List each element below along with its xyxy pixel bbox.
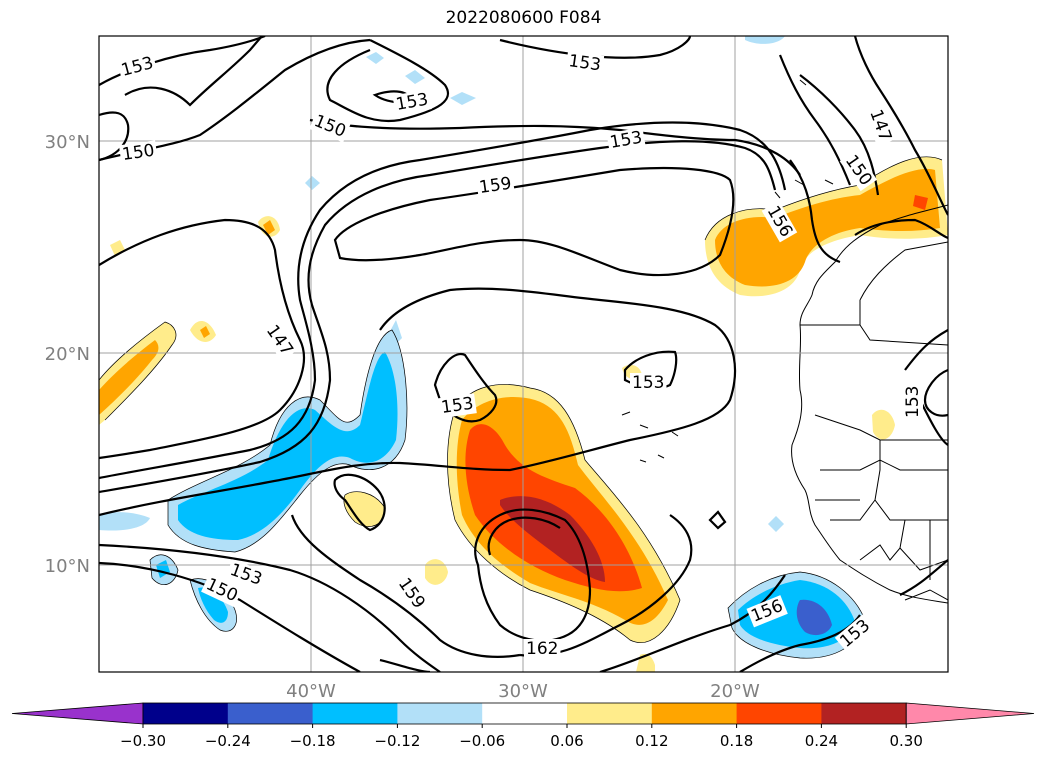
colorbar-tick-label: −0.30 [120, 732, 166, 750]
fill-se-royal [796, 599, 832, 636]
lon-label-20w: 20°W [710, 681, 760, 702]
svg-text:153: 153 [440, 394, 475, 418]
fill-negative-sky [178, 352, 398, 540]
colorbar-tick-label: 0.24 [805, 732, 838, 750]
colorbar-tick-label: −0.12 [374, 732, 420, 750]
svg-text:162: 162 [526, 639, 558, 659]
contour-label-14: 162 [524, 639, 561, 659]
gridlines [99, 36, 948, 672]
colorbar-left-extend [11, 702, 144, 725]
coastlines [621, 79, 948, 604]
colorbar-tick-label: −0.18 [290, 732, 336, 750]
map-title: 2022080600 F084 [445, 8, 602, 28]
contour-label-7: 159 [475, 173, 515, 199]
colorbar-tick-label: 0.18 [720, 732, 753, 750]
svg-text:153: 153 [632, 373, 664, 393]
lat-label-30n: 30°N [45, 132, 90, 153]
colorbar-right-extend [905, 702, 1035, 725]
contour-label-12: 153 [630, 373, 667, 393]
colorbar: −0.30 −0.24 −0.18 −0.12 −0.06 0.06 0.12 0.18 0.2… [11, 702, 1035, 750]
svg-text:153: 153 [903, 386, 923, 418]
colorbar-segment [821, 703, 907, 724]
colorbar-segment [397, 703, 483, 724]
colorbar-tick-label: 0.06 [550, 732, 583, 750]
lon-label-30w: 30°W [498, 681, 548, 702]
colorbar-tick-label: 0.30 [889, 732, 922, 750]
contour-label-13: 153 [437, 393, 477, 419]
colorbar-segment [482, 703, 568, 724]
contour-label-11: 147 [864, 104, 896, 147]
lat-label-10n: 10°N [45, 556, 90, 577]
contour-label-4: 153 [565, 50, 605, 76]
svg-text:150: 150 [121, 141, 156, 165]
colorbar-segment [651, 703, 738, 724]
contour-label-3: 153 [392, 89, 432, 116]
colorbar-segment [312, 703, 398, 724]
colorbar-tick-label: 0.12 [635, 732, 668, 750]
map-frame [98, 35, 949, 673]
fill-ne-orange [715, 168, 940, 287]
colorbar-segment [143, 703, 229, 724]
contour-label-2: 150 [118, 140, 158, 166]
colorbar-segment [736, 703, 822, 724]
fill-ne-red [913, 195, 928, 210]
colorbar-segment [227, 703, 314, 724]
fill-west-orange [99, 340, 159, 415]
colorbar-tick-label: −0.24 [205, 732, 251, 750]
lat-label-20n: 20°N [45, 344, 90, 365]
colorbar-segment [567, 703, 653, 724]
lon-label-40w: 40°W [286, 681, 336, 702]
colorbar-tick-label: −0.06 [459, 732, 505, 750]
contour-label-20: 153 [903, 383, 923, 420]
height-contours [99, 36, 948, 672]
svg-text:159: 159 [478, 174, 513, 198]
contour-label-15: 159 [392, 572, 431, 615]
svg-text:153: 153 [567, 51, 602, 75]
contour-label-6: 153 [606, 127, 646, 154]
